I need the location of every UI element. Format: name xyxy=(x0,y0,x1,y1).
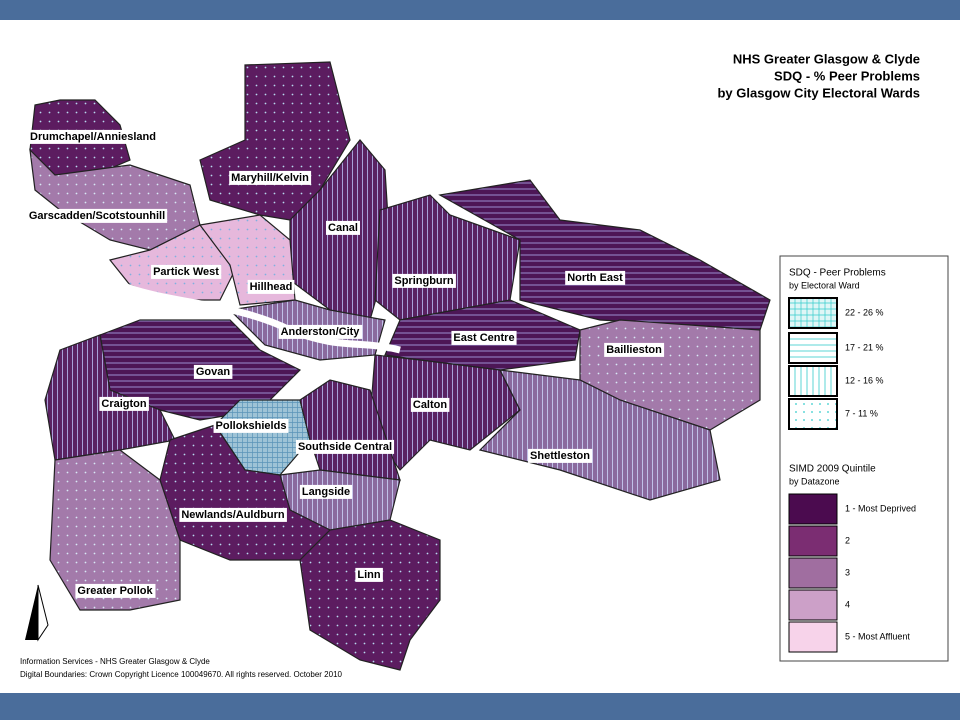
legend-swatch xyxy=(788,332,838,364)
legend-label: 12 - 16 % xyxy=(845,375,884,385)
ward-label-bg xyxy=(295,439,395,454)
ward xyxy=(49,449,181,611)
ward-label-bg xyxy=(326,220,360,235)
ward-label: Shettleston xyxy=(530,450,590,462)
ward-label: Langside xyxy=(302,486,350,498)
ward-label-bg xyxy=(229,170,312,185)
ward xyxy=(299,519,441,671)
title: NHS Greater Glasgow & Clyde xyxy=(733,51,920,66)
ward-label-bg xyxy=(299,484,353,499)
legend-swatch xyxy=(788,493,838,525)
legend-swatch xyxy=(788,525,838,557)
legend-label: 22 - 26 % xyxy=(845,307,884,317)
title: SDQ - % Peer Problems xyxy=(774,68,920,83)
ward-labels: Drumchapel/Anniesland Maryhill/Kelvin Ga… xyxy=(26,129,665,598)
ward-label: Linn xyxy=(357,569,380,581)
ward xyxy=(438,179,771,331)
ward-label: Baillieston xyxy=(606,344,662,356)
ward-label-bg xyxy=(26,208,168,223)
legend-label: 1 - Most Deprived xyxy=(845,503,916,513)
ward-label: Govan xyxy=(196,366,231,378)
footer: Digital Boundaries: Crown Copyright Lice… xyxy=(20,670,343,679)
ward-label: Springburn xyxy=(394,275,454,287)
legend-subtitle: by Datazone xyxy=(789,476,840,486)
bottom-bar xyxy=(0,693,960,720)
ward-label-bg xyxy=(355,567,383,582)
ward-label-bg xyxy=(28,129,158,144)
ward-label-bg xyxy=(179,507,287,522)
north-arrow xyxy=(25,584,49,642)
legend-swatch xyxy=(788,398,838,430)
legend-swatch xyxy=(788,589,838,621)
ward-label-bg xyxy=(151,264,222,279)
ward-shapes xyxy=(29,61,771,671)
ward-label: Pollokshields xyxy=(216,420,287,432)
legend-swatch xyxy=(788,297,838,329)
legend-label: 5 - Most Affluent xyxy=(845,631,910,641)
ward-label: Craigton xyxy=(101,398,147,410)
ward-label: Hillhead xyxy=(250,281,293,293)
ward-label: Anderston/City xyxy=(281,326,361,338)
legend-label: 7 - 11 % xyxy=(845,408,878,418)
ward-label: Garscadden/Scotstounhill xyxy=(29,210,165,222)
north-arrow-half xyxy=(25,585,38,640)
ward-label: Canal xyxy=(328,222,358,234)
legend-swatch xyxy=(788,365,838,397)
north-arrow-half xyxy=(37,584,49,642)
legend-label: 17 - 21 % xyxy=(845,342,884,352)
ward-label-bg xyxy=(99,396,149,411)
ward-label-bg xyxy=(75,583,156,598)
title: by Glasgow City Electoral Wards xyxy=(717,85,920,100)
footer: Information Services - NHS Greater Glasg… xyxy=(20,657,210,666)
legend-subtitle: by Electoral Ward xyxy=(789,280,860,290)
ward-label: Newlands/Auldburn xyxy=(181,509,285,521)
ward-label-bg xyxy=(193,364,233,379)
legend-title: SDQ - Peer Problems xyxy=(789,268,886,279)
legend-label: 2 xyxy=(845,535,850,545)
ward-label-bg xyxy=(247,279,295,294)
top-bar xyxy=(0,0,960,20)
legend-label: 4 xyxy=(845,599,850,609)
ward-label-bg xyxy=(410,397,450,412)
ward-label-bg xyxy=(604,342,665,357)
ward-label-bg xyxy=(278,324,363,339)
legend-swatch xyxy=(788,557,838,589)
ward-label-bg xyxy=(565,270,626,285)
legend-swatch xyxy=(788,621,838,653)
legend: SDQ - Peer Problems by Electoral Ward 22… xyxy=(779,255,949,662)
ward-label: Drumchapel/Anniesland xyxy=(30,131,156,143)
ward-label-bg xyxy=(392,273,456,288)
ward-label-bg xyxy=(528,448,593,463)
ward-label: Maryhill/Kelvin xyxy=(231,172,309,184)
ward-label: East Centre xyxy=(453,332,514,344)
legend-label: 3 xyxy=(845,567,850,577)
ward-label-bg xyxy=(451,330,517,345)
ward-label: Calton xyxy=(413,399,448,411)
ward xyxy=(478,369,721,501)
ward-label: Greater Pollok xyxy=(77,585,153,597)
ward-label-bg xyxy=(213,418,289,433)
ward xyxy=(374,194,521,321)
ward-label: Southside Central xyxy=(298,441,392,453)
legend-title: SIMD 2009 Quintile xyxy=(789,464,876,475)
ward-label: North East xyxy=(567,272,623,284)
ward-label: Partick West xyxy=(153,266,219,278)
